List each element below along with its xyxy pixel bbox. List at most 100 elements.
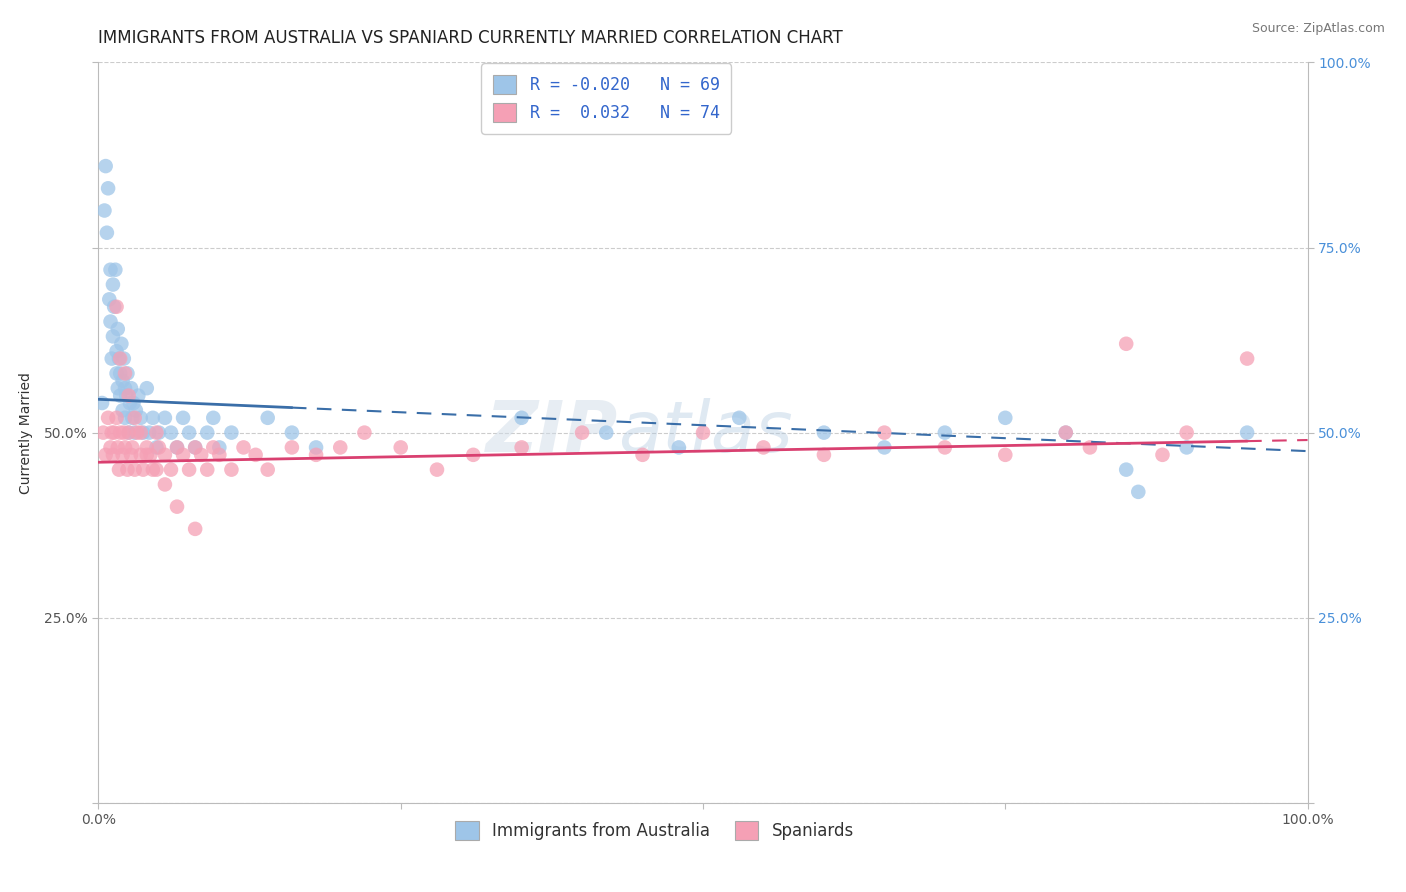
Point [91,425,114,440]
Point [91,396,114,410]
Point [121,441,143,455]
Point [305,441,328,455]
Point [98,293,121,307]
Point [112,425,135,440]
Point [281,441,304,455]
Point [122,396,145,410]
Point [202,441,225,455]
Point [1152,448,1174,462]
Point [135,448,157,462]
Text: IMMIGRANTS FROM AUSTRALIA VS SPANIARD CURRENTLY MARRIED CORRELATION CHART: IMMIGRANTS FROM AUSTRALIA VS SPANIARD CU… [98,29,844,47]
Point [166,441,188,455]
Point [221,425,243,440]
Point [281,425,304,440]
Point [114,367,136,381]
Point [105,344,128,359]
Point [121,410,143,425]
Point [97,410,120,425]
Point [510,441,533,455]
Point [1236,425,1258,440]
Point [124,462,146,476]
Point [463,448,485,462]
Y-axis label: Currently Married: Currently Married [20,372,34,493]
Point [124,410,146,425]
Point [153,448,176,462]
Point [127,425,149,440]
Point [179,425,201,440]
Point [813,448,835,462]
Point [202,410,225,425]
Point [129,425,152,440]
Point [94,448,117,462]
Point [117,462,139,476]
Point [124,425,146,440]
Point [108,462,131,476]
Point [108,425,131,440]
Point [111,374,134,388]
Point [190,448,212,462]
Point [135,441,157,455]
Point [1115,336,1137,351]
Point [934,441,956,455]
Point [510,410,533,425]
Point [389,441,412,455]
Point [114,441,136,455]
Point [934,425,956,440]
Legend: Immigrants from Australia, Spaniards: Immigrants from Australia, Spaniards [446,811,863,850]
Point [160,425,183,440]
Point [114,410,136,425]
Point [93,203,115,218]
Point [145,441,167,455]
Point [120,448,142,462]
Point [111,448,134,462]
Point [107,381,129,395]
Point [184,441,207,455]
Point [208,441,231,455]
Point [208,448,231,462]
Point [110,336,132,351]
Point [1236,351,1258,366]
Point [129,448,152,462]
Point [103,300,125,314]
Point [103,425,125,440]
Point [166,441,188,455]
Point [127,388,149,402]
Point [100,441,122,455]
Point [813,425,835,440]
Point [108,351,131,366]
Point [125,403,148,417]
Point [138,425,160,440]
Point [105,300,128,314]
Point [100,425,122,440]
Point [1115,462,1137,476]
Point [97,181,120,195]
Text: Source: ZipAtlas.com: Source: ZipAtlas.com [1251,22,1385,36]
Point [132,425,155,440]
Point [108,351,131,366]
Text: ZIP: ZIP [486,398,619,467]
Point [195,462,218,476]
Point [118,388,141,402]
Point [166,500,188,514]
Point [256,410,278,425]
Point [245,448,267,462]
Point [129,410,152,425]
Point [1175,425,1198,440]
Point [148,441,170,455]
Point [112,351,135,366]
Point [100,314,122,328]
Point [232,441,254,455]
Point [172,410,194,425]
Point [305,448,328,462]
Point [184,522,207,536]
Point [994,410,1017,425]
Point [873,441,896,455]
Point [160,462,183,476]
Point [873,425,896,440]
Point [148,425,170,440]
Point [107,441,129,455]
Point [107,322,129,336]
Point [115,388,138,402]
Point [752,441,775,455]
Point [120,381,142,395]
